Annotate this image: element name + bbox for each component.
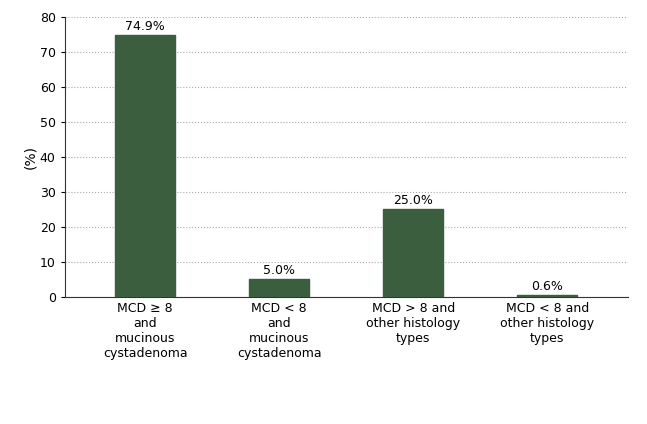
Text: 25.0%: 25.0% [393,194,433,207]
Bar [383,209,443,297]
Bar [115,35,175,297]
Bar [249,279,309,297]
Text: 0.6%: 0.6% [531,279,563,293]
Text: 5.0%: 5.0% [263,264,295,277]
Y-axis label: (%): (%) [23,145,37,169]
Text: 74.9%: 74.9% [126,20,165,33]
Bar [517,295,577,297]
